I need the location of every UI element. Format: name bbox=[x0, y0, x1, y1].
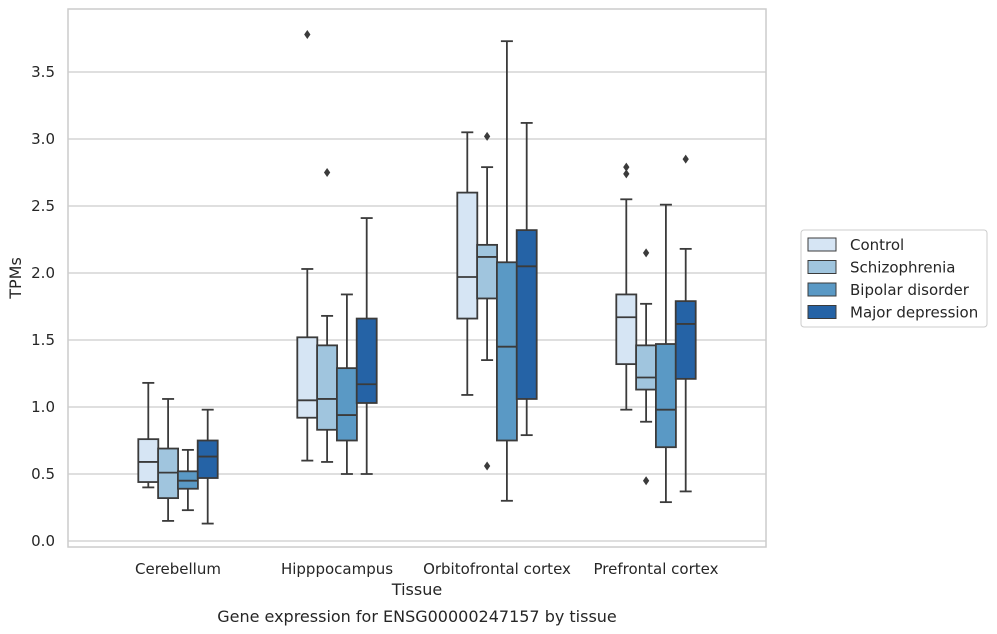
y-tick-label: 0.5 bbox=[31, 465, 55, 483]
legend-entry-label: Control bbox=[850, 236, 904, 254]
x-tick-label: Cerebellum bbox=[135, 560, 221, 578]
box-iqr bbox=[196, 439, 219, 479]
box-0-3 bbox=[196, 408, 219, 525]
chart-caption: Gene expression for ENSG00000247157 by t… bbox=[217, 607, 617, 626]
y-tick-label: 2.0 bbox=[31, 264, 55, 282]
x-tick-label: Hipppocampus bbox=[281, 560, 393, 578]
box-iqr bbox=[296, 336, 319, 419]
box-iqr bbox=[674, 300, 697, 380]
legend: Control Schizophrenia Bipolar disorder Majo… bbox=[800, 229, 988, 328]
outlier-marker bbox=[304, 29, 311, 39]
box-2-1 bbox=[476, 131, 499, 471]
box-iqr bbox=[495, 261, 518, 442]
box-2-0 bbox=[456, 131, 479, 396]
box-1-0 bbox=[296, 29, 319, 462]
legend-entry-label: Bipolar disorder bbox=[850, 281, 970, 299]
outlier-marker bbox=[642, 476, 650, 486]
legend-frame bbox=[800, 229, 988, 328]
y-tick-label: 2.5 bbox=[31, 197, 55, 215]
box-iqr bbox=[635, 344, 657, 391]
y-tick-label: 3.0 bbox=[31, 130, 55, 148]
box-3-2 bbox=[655, 203, 677, 504]
box-iqr bbox=[137, 438, 160, 483]
outlier-marker bbox=[682, 154, 689, 164]
box-0-0 bbox=[137, 381, 160, 489]
box-3-0 bbox=[615, 162, 638, 411]
y-tick-label: 3.5 bbox=[31, 63, 55, 81]
x-axis-label: Tissue bbox=[391, 580, 442, 599]
y-tick-label: 1.0 bbox=[31, 398, 55, 416]
y-axis-label: TPMs bbox=[6, 257, 25, 300]
legend-entry-label: Major depression bbox=[850, 304, 978, 322]
legend-swatch bbox=[807, 260, 837, 274]
box-plots bbox=[137, 29, 697, 525]
x-axis-ticks: Cerebellum Hipppocampus Orbitofrontal cort… bbox=[135, 560, 719, 578]
x-tick-label: Prefrontal cortex bbox=[594, 560, 719, 578]
box-iqr bbox=[456, 191, 479, 320]
box-1-1 bbox=[316, 168, 339, 463]
plot-frame bbox=[67, 8, 767, 548]
legend-swatch bbox=[807, 237, 837, 252]
box-2-3 bbox=[515, 122, 538, 437]
box-iqr bbox=[655, 343, 677, 449]
box-3-3 bbox=[674, 154, 697, 493]
outlier-marker bbox=[623, 162, 630, 172]
box-0-2 bbox=[176, 448, 199, 512]
box-iqr bbox=[355, 317, 378, 404]
y-axis-ticks: 0.0 0.5 1.0 1.5 2.0 2.5 3.0 3.5 bbox=[31, 63, 55, 550]
outlier-marker bbox=[483, 461, 491, 471]
box-1-3 bbox=[355, 217, 378, 475]
box-iqr bbox=[476, 243, 499, 300]
x-tick-label: Orbitofrontal cortex bbox=[423, 560, 571, 578]
outlier-marker bbox=[323, 168, 331, 177]
box-iqr bbox=[515, 229, 538, 400]
box-2-2 bbox=[495, 40, 518, 502]
box-3-1 bbox=[635, 248, 657, 486]
box-iqr bbox=[335, 367, 358, 442]
y-tick-label: 0.0 bbox=[31, 532, 55, 550]
box-iqr bbox=[316, 344, 339, 431]
legend-entry-label: Schizophrenia bbox=[850, 259, 955, 277]
box-0-1 bbox=[157, 398, 180, 522]
outlier-marker bbox=[483, 131, 491, 141]
outlier-marker bbox=[623, 169, 630, 179]
legend-swatch bbox=[807, 305, 837, 319]
box-1-2 bbox=[335, 293, 358, 475]
outlier-marker bbox=[642, 248, 650, 258]
legend-swatch bbox=[807, 282, 837, 297]
box-iqr bbox=[615, 293, 638, 366]
y-tick-label: 1.5 bbox=[31, 331, 55, 349]
